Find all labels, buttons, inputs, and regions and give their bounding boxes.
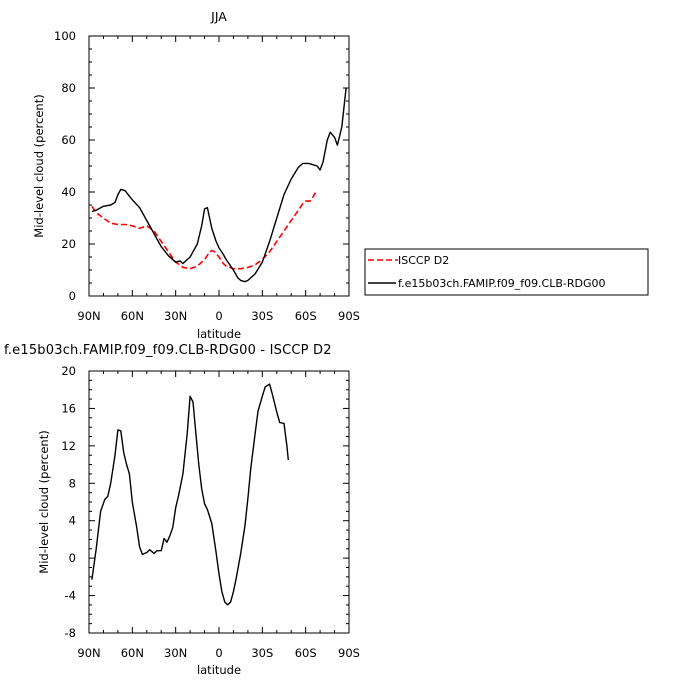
- bottom-x-tick-label: 0: [215, 646, 222, 660]
- legend-label-isccp: ISCCP D2: [398, 254, 449, 267]
- top-x-tick-label: 90S: [338, 309, 360, 323]
- bottom-series-lines: [91, 383, 289, 606]
- bottom-x-ticks: 90N 60N 30N 0 30S 60S 90S: [77, 371, 360, 660]
- bottom-x-tick-label: 90S: [338, 646, 360, 660]
- top-y-tick-label: 60: [61, 133, 76, 147]
- bottom-x-tick-label: 30S: [251, 646, 273, 660]
- top-y-tick-label: 40: [61, 185, 76, 199]
- bottom-y-tick-label: 8: [69, 476, 76, 490]
- bottom-plot-frame: [88, 370, 350, 634]
- top-y-tick-label: 100: [54, 29, 76, 43]
- top-x-tick-label: 90N: [77, 309, 100, 323]
- bottom-y-axis-label: Mid-level cloud (percent): [37, 430, 51, 573]
- top-y-axis-label: Mid-level cloud (percent): [32, 94, 46, 237]
- panel-top: JJA 0 20 40 60 80 100 90N 60N 30N 0 30S 60S 90S Mid…: [32, 9, 360, 341]
- top-y-ticks: 0 20 40 60 80 100: [54, 29, 349, 303]
- bottom-y-tick-label: 20: [61, 364, 76, 378]
- top-x-tick-label: 60S: [295, 309, 317, 323]
- top-y-tick-label: 20: [61, 237, 76, 251]
- top-series-line-1: [91, 87, 347, 283]
- panel-bottom: f.e15b03ch.FAMIP.f09_f09.CLB-RDG00 - ISC…: [4, 343, 360, 677]
- bottom-x-axis-label: latitude: [197, 663, 241, 677]
- bottom-y-tick-label: -8: [65, 626, 76, 640]
- top-y-tick-label: 80: [61, 81, 76, 95]
- bottom-y-tick-label: -4: [65, 589, 76, 603]
- top-x-axis-label: latitude: [197, 327, 241, 341]
- bottom-x-tick-label: 60N: [121, 646, 144, 660]
- bottom-title: f.e15b03ch.FAMIP.f09_f09.CLB-RDG00 - ISC…: [4, 343, 332, 358]
- top-series-line-0: [91, 191, 317, 270]
- bottom-y-tick-label: 16: [61, 401, 76, 415]
- top-x-tick-label: 30S: [251, 309, 273, 323]
- top-x-tick-label: 0: [215, 309, 222, 323]
- top-x-ticks: 90N 60N 30N 0 30S 60S 90S: [77, 36, 360, 323]
- top-x-tick-label: 30N: [164, 309, 187, 323]
- bottom-x-tick-label: 60S: [295, 646, 317, 660]
- bottom-x-tick-label: 90N: [77, 646, 100, 660]
- legend: ISCCP D2 f.e15b03ch.FAMIP.f09_f09.CLB-RD…: [364, 248, 649, 296]
- bottom-series-line-0: [91, 383, 289, 606]
- bottom-y-tick-label: 4: [69, 514, 76, 528]
- legend-label-model: f.e15b03ch.FAMIP.f09_f09.CLB-RDG00: [398, 277, 606, 290]
- legend-box: [364, 248, 649, 296]
- top-y-tick-label: 0: [69, 289, 76, 303]
- bottom-y-ticks: -8 -4 0 4 8 12 16 20: [61, 364, 349, 640]
- top-series-lines: [91, 87, 347, 283]
- bottom-y-tick-label: 0: [69, 551, 76, 565]
- bottom-x-tick-label: 30N: [164, 646, 187, 660]
- top-x-tick-label: 60N: [121, 309, 144, 323]
- top-title: JJA: [210, 9, 227, 24]
- bottom-y-tick-label: 12: [61, 439, 76, 453]
